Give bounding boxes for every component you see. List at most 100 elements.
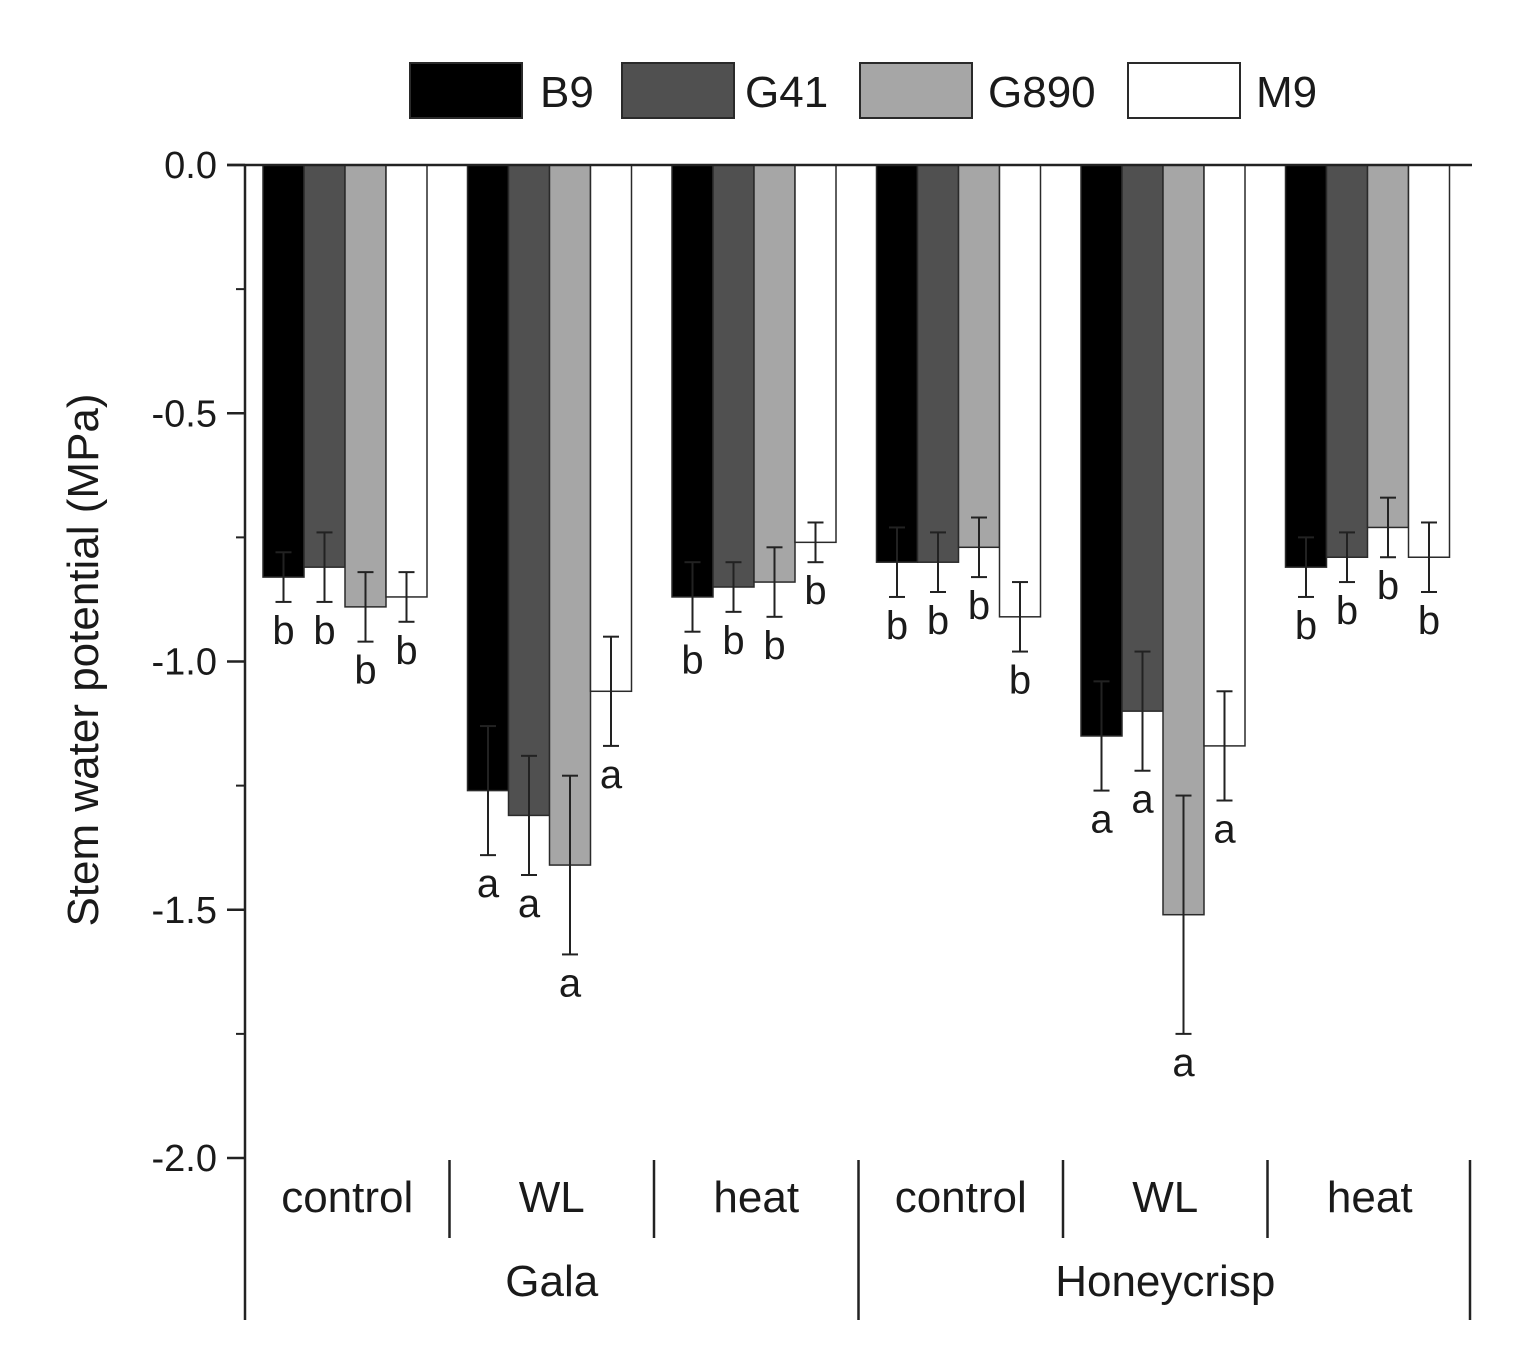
- significance-letter: b: [354, 649, 376, 693]
- significance-letter: b: [1009, 659, 1031, 703]
- category-label: WL: [519, 1173, 585, 1222]
- bar-b9-0: [262, 164, 305, 578]
- error-bar: [930, 531, 946, 593]
- y-tick-label: -2.0: [152, 1138, 217, 1180]
- category-label: control: [895, 1173, 1027, 1222]
- error-bar: [357, 571, 374, 643]
- significance-letter: b: [1295, 604, 1317, 648]
- legend-swatch: [859, 62, 973, 119]
- significance-letter: b: [1377, 564, 1399, 608]
- category-label: control: [281, 1173, 413, 1222]
- legend-item-g890: G890: [859, 62, 1096, 119]
- bar-g41-0: [303, 164, 346, 568]
- bar-b9-5: [1284, 164, 1328, 568]
- significance-letter: a: [477, 862, 500, 906]
- legend: B9 G41 G890 M9: [409, 62, 1317, 119]
- error-bar: [1093, 680, 1110, 792]
- category-label: WL: [1132, 1173, 1198, 1222]
- category-label: heat: [1327, 1173, 1413, 1222]
- significance-letter: b: [272, 609, 294, 653]
- bar-b9-2: [671, 164, 714, 598]
- significance-letter: a: [1090, 798, 1113, 842]
- bar-g890-5: [1366, 164, 1410, 529]
- bar-g41-5: [1325, 164, 1369, 558]
- bar-g890-2: [753, 164, 796, 583]
- error-bar: [1339, 531, 1355, 584]
- bar-m9-0: [385, 164, 428, 598]
- error-bar: [1175, 794, 1192, 1035]
- error-bar: [275, 551, 292, 603]
- bar-m9-5: [1407, 164, 1451, 558]
- legend-item-m9: M9: [1127, 62, 1317, 119]
- error-bar: [725, 561, 742, 613]
- bars: [262, 164, 1451, 1035]
- bar-b9-3: [875, 164, 919, 563]
- error-bar: [1216, 690, 1233, 802]
- bar-g41-1: [507, 164, 551, 817]
- significance-letter: b: [1336, 589, 1358, 633]
- significance-letter: b: [886, 604, 908, 648]
- bar-g890-3: [957, 164, 1001, 549]
- bar-g41-4: [1121, 164, 1164, 712]
- error-bar: [603, 635, 619, 747]
- bar-m9-4: [1203, 164, 1246, 747]
- bar-g41-2: [712, 164, 755, 588]
- group-label: Gala: [505, 1257, 598, 1306]
- group-label: Honeycrisp: [1055, 1257, 1275, 1306]
- bar-g890-0: [344, 164, 387, 608]
- legend-swatch: [621, 62, 735, 119]
- y-axis-title: Stem water potential (MPa): [59, 393, 108, 926]
- legend-label: G890: [988, 68, 1096, 117]
- error-bar: [1012, 581, 1028, 653]
- significance-letter: b: [681, 639, 703, 683]
- significance-letter: a: [600, 753, 623, 797]
- bar-b9-1: [466, 164, 510, 792]
- error-bar: [684, 561, 701, 633]
- bar-m9-3: [998, 164, 1042, 618]
- legend-label: B9: [540, 68, 594, 117]
- significance-letter: a: [1172, 1041, 1195, 1085]
- error-bar: [1421, 521, 1437, 593]
- axes: 0.0 -0.5 -1.0 -1.5 -2.0 control WL heat control W…: [152, 145, 1472, 1320]
- significance-letter: a: [518, 882, 541, 926]
- legend-swatch: [1127, 62, 1241, 119]
- legend-item-g41: G41: [621, 62, 828, 119]
- error-bar: [480, 725, 496, 857]
- y-tick-label: -1.0: [152, 642, 217, 684]
- significance-letter: b: [968, 584, 990, 628]
- bar-g890-1: [548, 164, 592, 866]
- significance-letter: a: [1131, 778, 1154, 822]
- error-bar: [766, 546, 783, 618]
- significance-letter: a: [1213, 808, 1236, 852]
- bar-b9-4: [1080, 164, 1123, 737]
- error-bar: [1380, 496, 1396, 559]
- error-bar: [398, 571, 415, 623]
- error-bar: [316, 531, 333, 603]
- y-tick-label: -1.5: [152, 890, 217, 932]
- bar-m9-1: [589, 164, 633, 693]
- bar-m9-2: [794, 164, 837, 544]
- significance-letter: b: [395, 629, 417, 673]
- legend-swatch: [409, 62, 523, 119]
- error-bar: [807, 521, 824, 564]
- error-bar: [521, 754, 537, 876]
- legend-label: M9: [1256, 68, 1317, 117]
- legend-label: G41: [745, 68, 828, 117]
- y-tick-label: -0.5: [152, 393, 217, 435]
- legend-item-b9: B9: [409, 62, 594, 119]
- significance-letter: b: [722, 619, 744, 663]
- error-bar: [889, 526, 905, 598]
- significance-letter: b: [1418, 599, 1440, 643]
- y-tick-label: 0.0: [164, 145, 217, 187]
- significance-letter: b: [313, 609, 335, 653]
- error-bar: [971, 516, 987, 579]
- significance-letter: a: [559, 961, 582, 1005]
- error-bar: [562, 774, 578, 956]
- error-bar: [1134, 650, 1151, 772]
- significance-letter: b: [927, 599, 949, 643]
- significance-letter: b: [763, 624, 785, 668]
- error-bar: [1298, 536, 1314, 598]
